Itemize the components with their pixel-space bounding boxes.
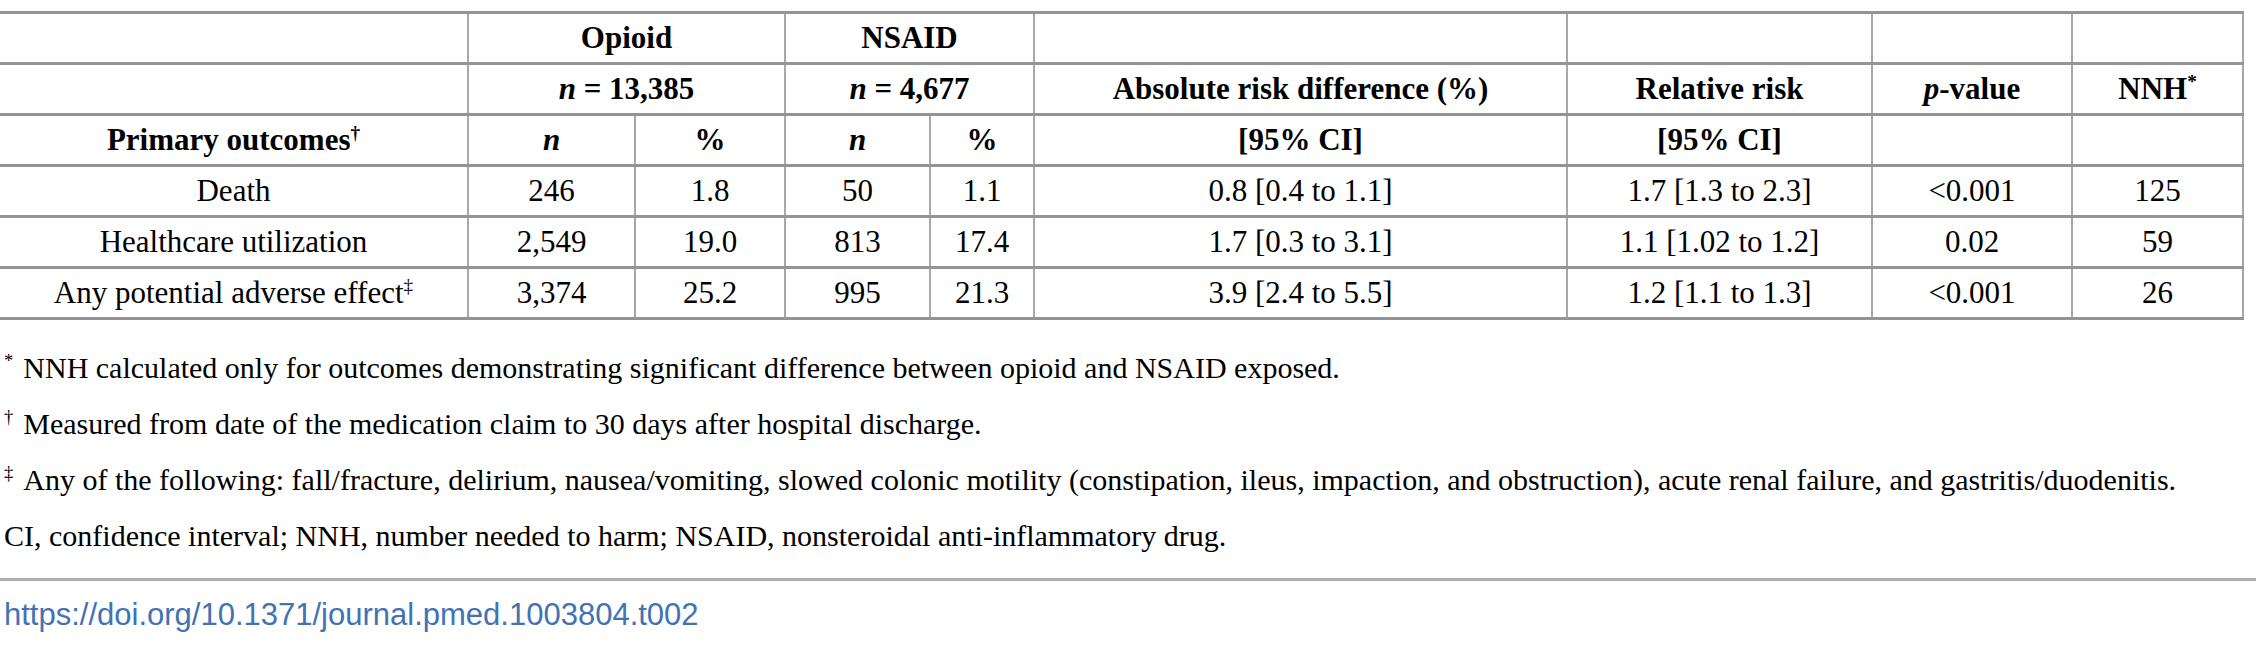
page: Opioid NSAID n = 13,385 n = 4,677 Absolu… (0, 0, 2256, 667)
separator-line (0, 578, 2256, 581)
ard-cell: 3.9 [2.4 to 5.5] (1034, 268, 1567, 319)
outcome-cell: Any potential adverse effect‡ (0, 268, 468, 319)
table-row-adverse-effect: Any potential adverse effect‡ 3,374 25.2… (0, 268, 2243, 319)
opioid-pct-subheader: % (635, 115, 785, 166)
nsaid-n-cell: 813 (785, 217, 930, 268)
pvalue-cell: <0.001 (1872, 166, 2072, 217)
p-symbol: p (1924, 71, 1940, 106)
footnote-marker: † (4, 406, 13, 427)
rr-cell: 1.7 [1.3 to 2.3] (1567, 166, 1872, 217)
nsaid-pct-cell: 21.3 (930, 268, 1034, 319)
nsaid-group-header: NSAID (785, 13, 1034, 64)
nnh-cell: 59 (2072, 217, 2243, 268)
outcome-label: Death (196, 173, 270, 208)
nnh-cell: 26 (2072, 268, 2243, 319)
ard-cell: 0.8 [0.4 to 1.1] (1034, 166, 1567, 217)
footnote-marker: * (4, 350, 13, 371)
outcome-cell: Healthcare utilization (0, 217, 468, 268)
rr-cell: 1.2 [1.1 to 1.3] (1567, 268, 1872, 319)
table-row-death: Death 246 1.8 50 1.1 0.8 [0.4 to 1.1] 1.… (0, 166, 2243, 217)
footnote-marker: ‡ (4, 462, 13, 483)
outcome-label: Healthcare utilization (100, 224, 368, 259)
nsaid-n-subheader: n (785, 115, 930, 166)
outcome-sup: ‡ (404, 275, 414, 296)
footnotes-block: * NNH calculated only for outcomes demons… (4, 340, 2252, 564)
nnh-column-header: NNH* (2072, 64, 2243, 115)
outcome-cell: Death (0, 166, 468, 217)
opioid-pct-cell: 19.0 (635, 217, 785, 268)
opioid-sample-size: n = 13,385 (468, 64, 785, 115)
footnote-text: Any of the following: fall/fracture, del… (23, 463, 2176, 496)
opioid-group-header: Opioid (468, 13, 785, 64)
subheader-row: Primary outcomes† n % n % [95% CI] [95% … (0, 115, 2243, 166)
rr-ci-subheader: [95% CI] (1567, 115, 1872, 166)
empty-cell (1567, 13, 1872, 64)
doi-link[interactable]: https://doi.org/10.1371/journal.pmed.100… (4, 597, 699, 632)
nsaid-pct-subheader: % (930, 115, 1034, 166)
opioid-pct-cell: 1.8 (635, 166, 785, 217)
rr-column-header: Relative risk (1567, 64, 1872, 115)
nsaid-n-cell: 995 (785, 268, 930, 319)
opioid-n-subheader: n (468, 115, 635, 166)
pvalue-column-header: p-value (1872, 64, 2072, 115)
opioid-n-cell: 2,549 (468, 217, 635, 268)
pvalue-label: -value (1939, 71, 2020, 106)
nsaid-pct-cell: 1.1 (930, 166, 1034, 217)
footnote-text: Measured from date of the medication cla… (23, 407, 981, 440)
empty-cell (0, 13, 468, 64)
empty-cell (0, 64, 468, 115)
n-symbol: n (559, 71, 576, 106)
ard-cell: 1.7 [0.3 to 3.1] (1034, 217, 1567, 268)
nsaid-n-cell: 50 (785, 166, 930, 217)
footnote-text: NNH calculated only for outcomes demonst… (23, 351, 1340, 384)
ard-ci-subheader: [95% CI] (1034, 115, 1567, 166)
empty-cell (1872, 13, 2072, 64)
abbreviations-note: CI, confidence interval; NNH, number nee… (4, 508, 2252, 564)
empty-cell (2072, 115, 2243, 166)
opioid-n-cell: 246 (468, 166, 635, 217)
empty-cell (1034, 13, 1567, 64)
nnh-cell: 125 (2072, 166, 2243, 217)
doi-row: https://doi.org/10.1371/journal.pmed.100… (4, 597, 2256, 633)
opioid-pct-cell: 25.2 (635, 268, 785, 319)
footnote-adverse-list: ‡ Any of the following: fall/fracture, de… (4, 452, 2252, 508)
ard-column-header: Absolute risk difference (%) (1034, 64, 1567, 115)
outcome-label: Any potential adverse effect (54, 275, 404, 310)
nnh-label: NNH (2118, 71, 2187, 106)
group-header-row: Opioid NSAID (0, 13, 2243, 64)
nsaid-n-value: = 4,677 (867, 71, 970, 106)
table-row-healthcare-utilization: Healthcare utilization 2,549 19.0 813 17… (0, 217, 2243, 268)
n-symbol: n (849, 71, 866, 106)
stub-label: Primary outcomes (107, 122, 351, 157)
footnote-nnh: * NNH calculated only for outcomes demons… (4, 340, 2252, 396)
nsaid-sample-size: n = 4,677 (785, 64, 1034, 115)
empty-cell (2072, 13, 2243, 64)
stub-dagger: † (351, 122, 361, 143)
sample-size-row: n = 13,385 n = 4,677 Absolute risk diffe… (0, 64, 2243, 115)
pvalue-cell: <0.001 (1872, 268, 2072, 319)
empty-cell (1872, 115, 2072, 166)
stub-header: Primary outcomes† (0, 115, 468, 166)
opioid-n-cell: 3,374 (468, 268, 635, 319)
rr-cell: 1.1 [1.02 to 1.2] (1567, 217, 1872, 268)
nsaid-pct-cell: 17.4 (930, 217, 1034, 268)
opioid-n-value: = 13,385 (576, 71, 694, 106)
nnh-asterisk: * (2187, 71, 2197, 92)
footnote-measured: † Measured from date of the medication cl… (4, 396, 2252, 452)
outcomes-table: Opioid NSAID n = 13,385 n = 4,677 Absolu… (0, 11, 2244, 320)
pvalue-cell: 0.02 (1872, 217, 2072, 268)
